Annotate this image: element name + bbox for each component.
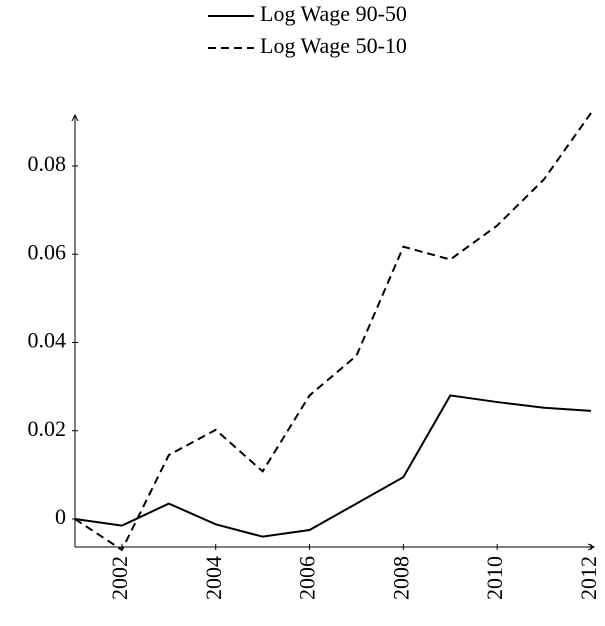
y-tick-label: 0 <box>55 504 66 529</box>
x-tick-label: 2008 <box>388 556 413 600</box>
y-tick-label: 0.06 <box>28 239 67 264</box>
legend-label: Log Wage 90-50 <box>260 1 407 26</box>
series-line <box>74 394 592 538</box>
x-tick-label: 2006 <box>295 556 320 600</box>
x-tick-label: 2004 <box>201 556 226 600</box>
y-tick-label: 0.02 <box>28 416 67 441</box>
x-tick-label: 2012 <box>576 556 601 600</box>
y-tick-label: 0.08 <box>28 151 67 176</box>
x-tick-label: 2010 <box>482 556 507 600</box>
x-tick-label: 2002 <box>107 556 132 600</box>
y-tick-label: 0.04 <box>28 328 67 353</box>
legend-label: Log Wage 50-10 <box>260 33 407 58</box>
series-line <box>74 112 592 552</box>
